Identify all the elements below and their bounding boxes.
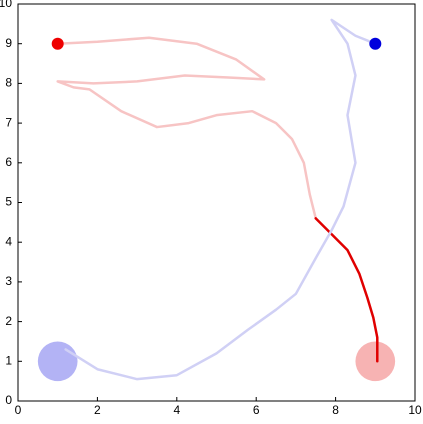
y-tick-label: 0 <box>5 393 12 407</box>
x-tick-label: 0 <box>15 403 22 417</box>
y-tick-label: 7 <box>5 115 12 129</box>
goal <box>37 341 78 382</box>
plot-area <box>17 3 416 402</box>
y-tick-label: 6 <box>5 155 12 169</box>
x-tick-label: 2 <box>94 403 101 417</box>
start-point <box>369 37 382 50</box>
y-tick-label: 2 <box>5 314 12 328</box>
x-tick-label: 4 <box>173 403 180 417</box>
x-tick-label: 8 <box>332 403 339 417</box>
trajectory <box>64 18 377 381</box>
start-point <box>51 37 64 50</box>
y-tick-label: 3 <box>5 274 12 288</box>
trajectory <box>56 36 317 220</box>
y-tick-label: 8 <box>5 76 12 90</box>
y-tick-label: 9 <box>5 36 12 50</box>
y-tick-label: 10 <box>0 0 12 10</box>
y-tick-label: 5 <box>5 195 12 209</box>
x-tick-label: 6 <box>253 403 260 417</box>
y-tick-label: 1 <box>5 353 12 367</box>
y-tick-label: 4 <box>5 234 12 248</box>
x-tick-label: 10 <box>408 403 422 417</box>
goal <box>355 341 396 382</box>
